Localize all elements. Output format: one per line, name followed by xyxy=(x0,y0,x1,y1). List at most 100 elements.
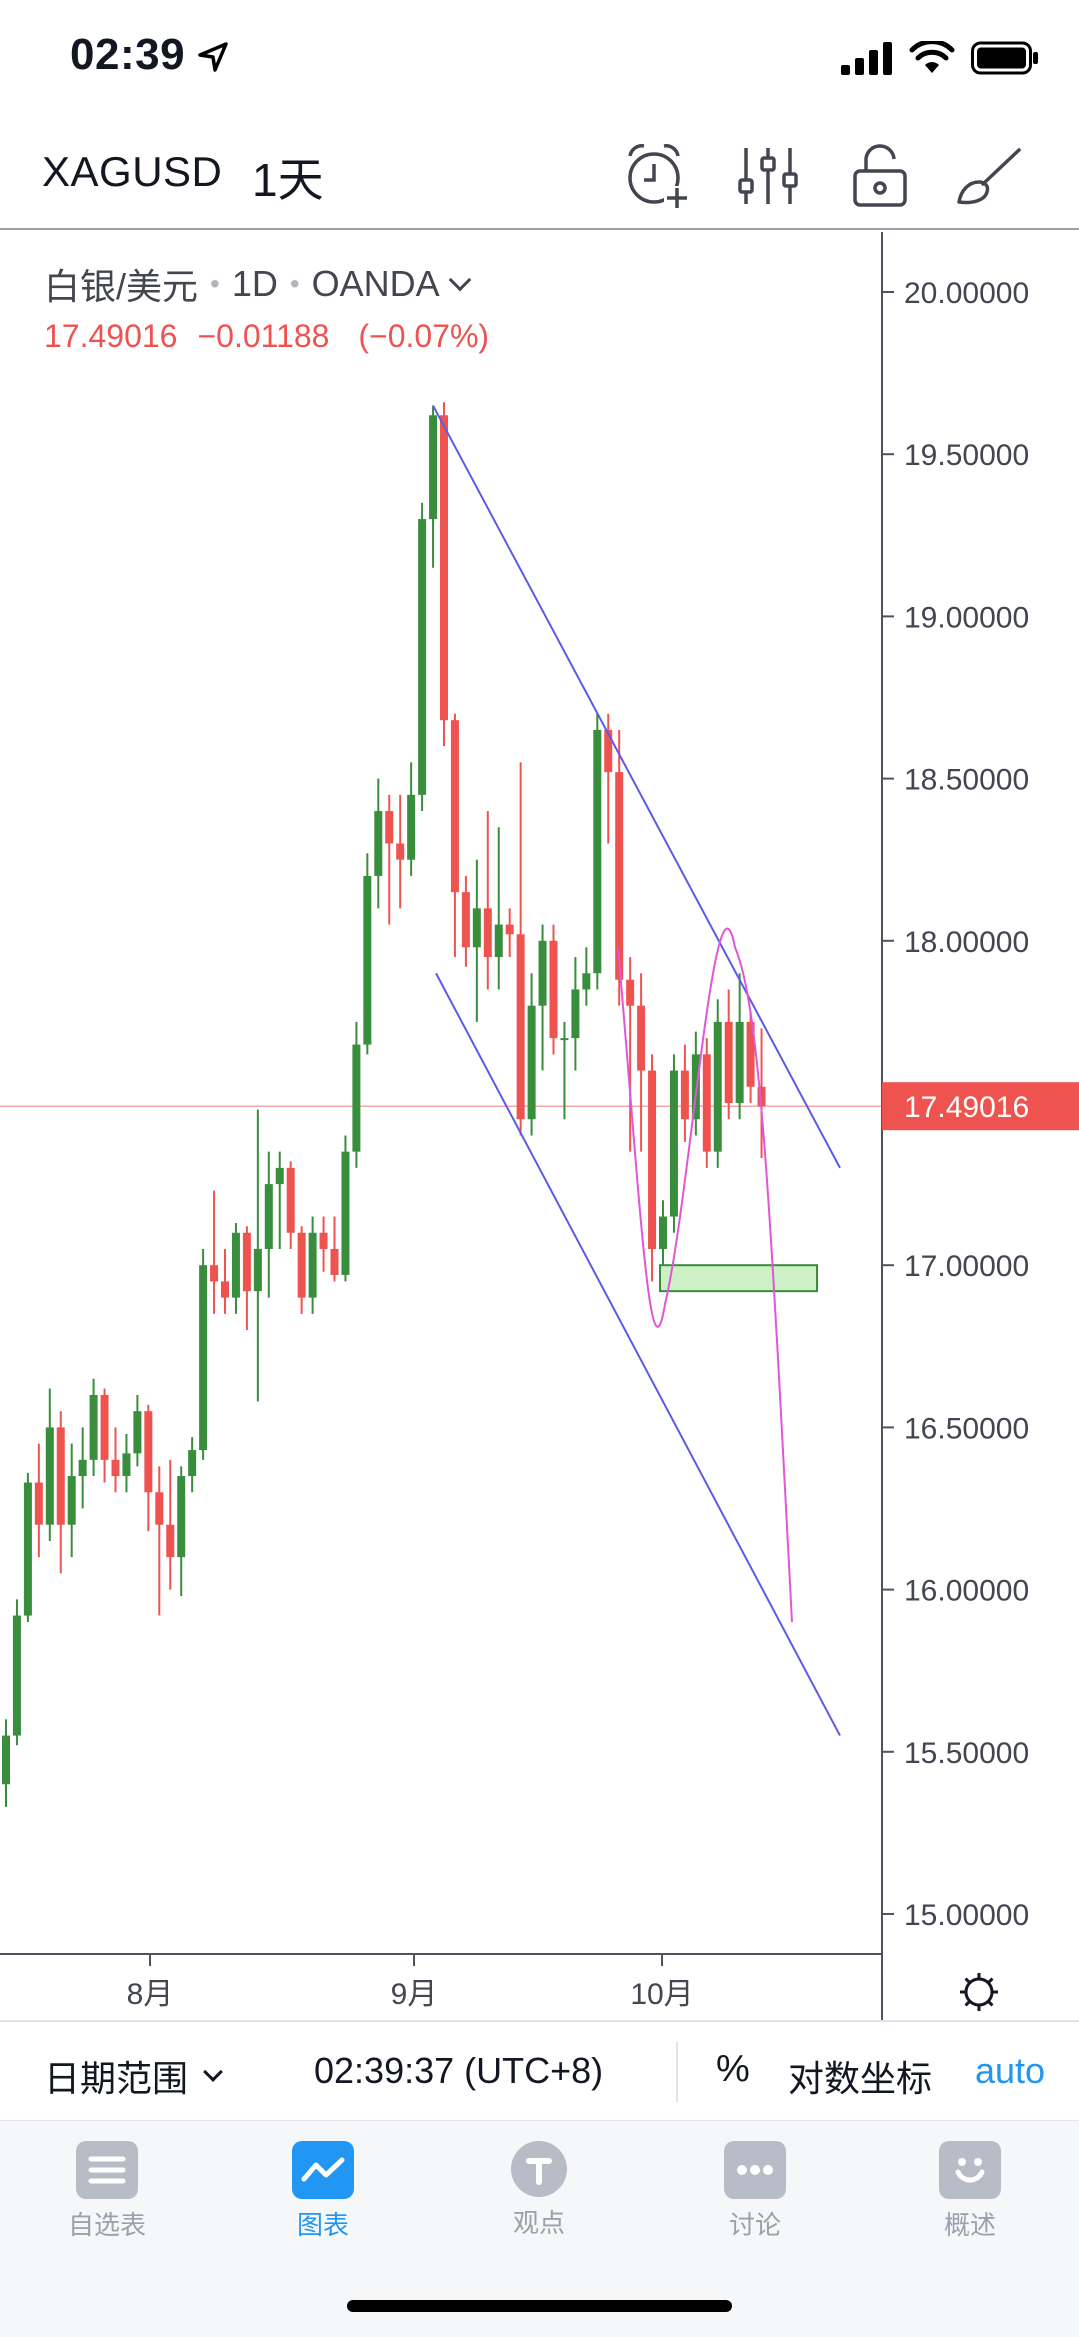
candle-up xyxy=(12,1615,21,1736)
candle-up xyxy=(188,1450,197,1477)
tab-label: 概述 xyxy=(943,2210,996,2240)
candle-down xyxy=(286,1167,295,1233)
candle-up xyxy=(571,989,580,1039)
tab-ideas[interactable]: 观点 xyxy=(464,2141,614,2240)
candle-down xyxy=(505,924,514,935)
chart-header: XAGUSD 1天 xyxy=(0,120,1079,230)
chart-icon xyxy=(292,2141,354,2199)
candle-up xyxy=(429,415,438,520)
candle-down xyxy=(396,843,405,860)
candle-down xyxy=(746,1021,755,1087)
candle-up xyxy=(133,1411,142,1454)
drawing-brush-icon[interactable] xyxy=(952,138,1028,214)
price-axis-label: 16.50000 xyxy=(904,1412,1029,1445)
status-icons xyxy=(841,38,1039,78)
candle-down xyxy=(680,1070,689,1120)
price-axis-label: 15.50000 xyxy=(904,1737,1029,1770)
smile-profile-icon xyxy=(939,2141,1001,2199)
tab-discuss[interactable]: 讨论 xyxy=(680,2141,830,2242)
auto-scale-toggle[interactable]: auto xyxy=(975,2050,1046,2091)
lock-icon[interactable] xyxy=(842,138,918,214)
chevron-down-icon xyxy=(203,2062,223,2082)
candle-up xyxy=(407,794,416,860)
price-chart[interactable]: 20.00000 19.50000 19.00000 18.50000 18.00000… xyxy=(0,232,1079,2020)
candle-up xyxy=(494,924,503,958)
legend-broker: OANDA xyxy=(311,263,440,304)
candle-up xyxy=(582,973,591,990)
candle-down xyxy=(242,1232,251,1292)
tab-chart[interactable]: 图表 xyxy=(248,2141,398,2242)
candle-down xyxy=(297,1232,306,1298)
candle-up xyxy=(659,1216,667,1249)
candle-up xyxy=(341,1151,350,1275)
candle-up xyxy=(374,811,383,876)
wifi-icon xyxy=(909,41,955,73)
candle-down xyxy=(604,729,613,773)
settings-gear-icon[interactable] xyxy=(960,1973,998,2011)
percent-scale-toggle[interactable]: % xyxy=(716,2048,750,2090)
candle-up xyxy=(713,1021,722,1152)
current-price-label: 17.49016 xyxy=(904,1091,1029,1124)
candle-up xyxy=(418,519,427,795)
date-range-label: 日期范围 xyxy=(44,2058,189,2099)
tab-watchlist[interactable]: 自选表 xyxy=(32,2141,182,2242)
candle-down xyxy=(757,1086,766,1107)
candle-down xyxy=(615,772,624,980)
candle-down xyxy=(648,1070,657,1249)
chat-bubble-icon xyxy=(724,2141,786,2199)
candle-up xyxy=(735,1021,744,1103)
candle-up xyxy=(472,908,481,948)
alarm-add-icon[interactable] xyxy=(618,138,694,214)
divider xyxy=(676,2042,678,2102)
status-bar: 02:39 xyxy=(0,0,1079,120)
candle-down xyxy=(385,811,394,844)
candle-up xyxy=(538,940,547,1006)
candle-down xyxy=(483,908,492,958)
candle-up xyxy=(363,875,372,1045)
price-axis-label: 16.00000 xyxy=(904,1575,1029,1608)
candle-down xyxy=(34,1482,43,1525)
watchlist-icon xyxy=(76,2141,138,2199)
indicators-icon[interactable] xyxy=(730,138,806,214)
log-scale-toggle[interactable]: 对数坐标 xyxy=(788,2058,933,2099)
candle-up xyxy=(23,1482,32,1616)
candle-down xyxy=(221,1281,229,1298)
candle-up xyxy=(669,1070,678,1217)
candle-down xyxy=(330,1248,339,1275)
candle-down xyxy=(440,415,448,721)
ideas-lightbulb-icon xyxy=(511,2141,567,2197)
candle-up xyxy=(177,1476,186,1558)
legend-change: −0.01188 xyxy=(197,318,330,354)
legend-dot: • xyxy=(289,268,300,299)
date-range-button[interactable]: 日期范围 xyxy=(44,2050,223,2102)
legend-timeframe: 1D xyxy=(231,263,278,304)
candle-down xyxy=(111,1459,120,1477)
legend-symbol-row[interactable]: 白银/美元 • 1D • OANDA xyxy=(44,258,489,310)
symbol-button[interactable]: XAGUSD xyxy=(42,148,223,195)
tab-label: 自选表 xyxy=(67,2210,146,2240)
interval-button[interactable]: 1天 xyxy=(252,154,324,206)
chevron-down-icon[interactable] xyxy=(448,268,472,292)
candle-down xyxy=(724,1021,733,1103)
legend-change-pct: (−0.07%) xyxy=(358,318,490,354)
candle-down xyxy=(626,979,635,1006)
candle-up xyxy=(45,1427,54,1525)
candle-down xyxy=(702,1054,711,1152)
legend-dot: • xyxy=(210,268,220,299)
candle-up xyxy=(560,1038,569,1041)
clock-timezone[interactable]: 02:39:37 (UTC+8) xyxy=(314,2050,604,2091)
candle-up xyxy=(593,729,602,974)
candle-up xyxy=(67,1476,76,1525)
candle-down xyxy=(319,1232,328,1249)
demand-zone-box xyxy=(659,1264,818,1293)
home-indicator xyxy=(347,2300,732,2312)
tab-overview[interactable]: 概述 xyxy=(895,2141,1045,2242)
current-price-tag xyxy=(882,1082,1079,1131)
time-axis-label: 10月 xyxy=(630,1978,693,2011)
tab-label: 观点 xyxy=(512,2208,565,2238)
legend-pair: 白银/美元 xyxy=(44,266,199,307)
candle-up xyxy=(275,1167,284,1185)
signal-icon xyxy=(841,42,892,75)
channel-lower-line xyxy=(435,972,841,1737)
candle-up xyxy=(264,1184,273,1249)
